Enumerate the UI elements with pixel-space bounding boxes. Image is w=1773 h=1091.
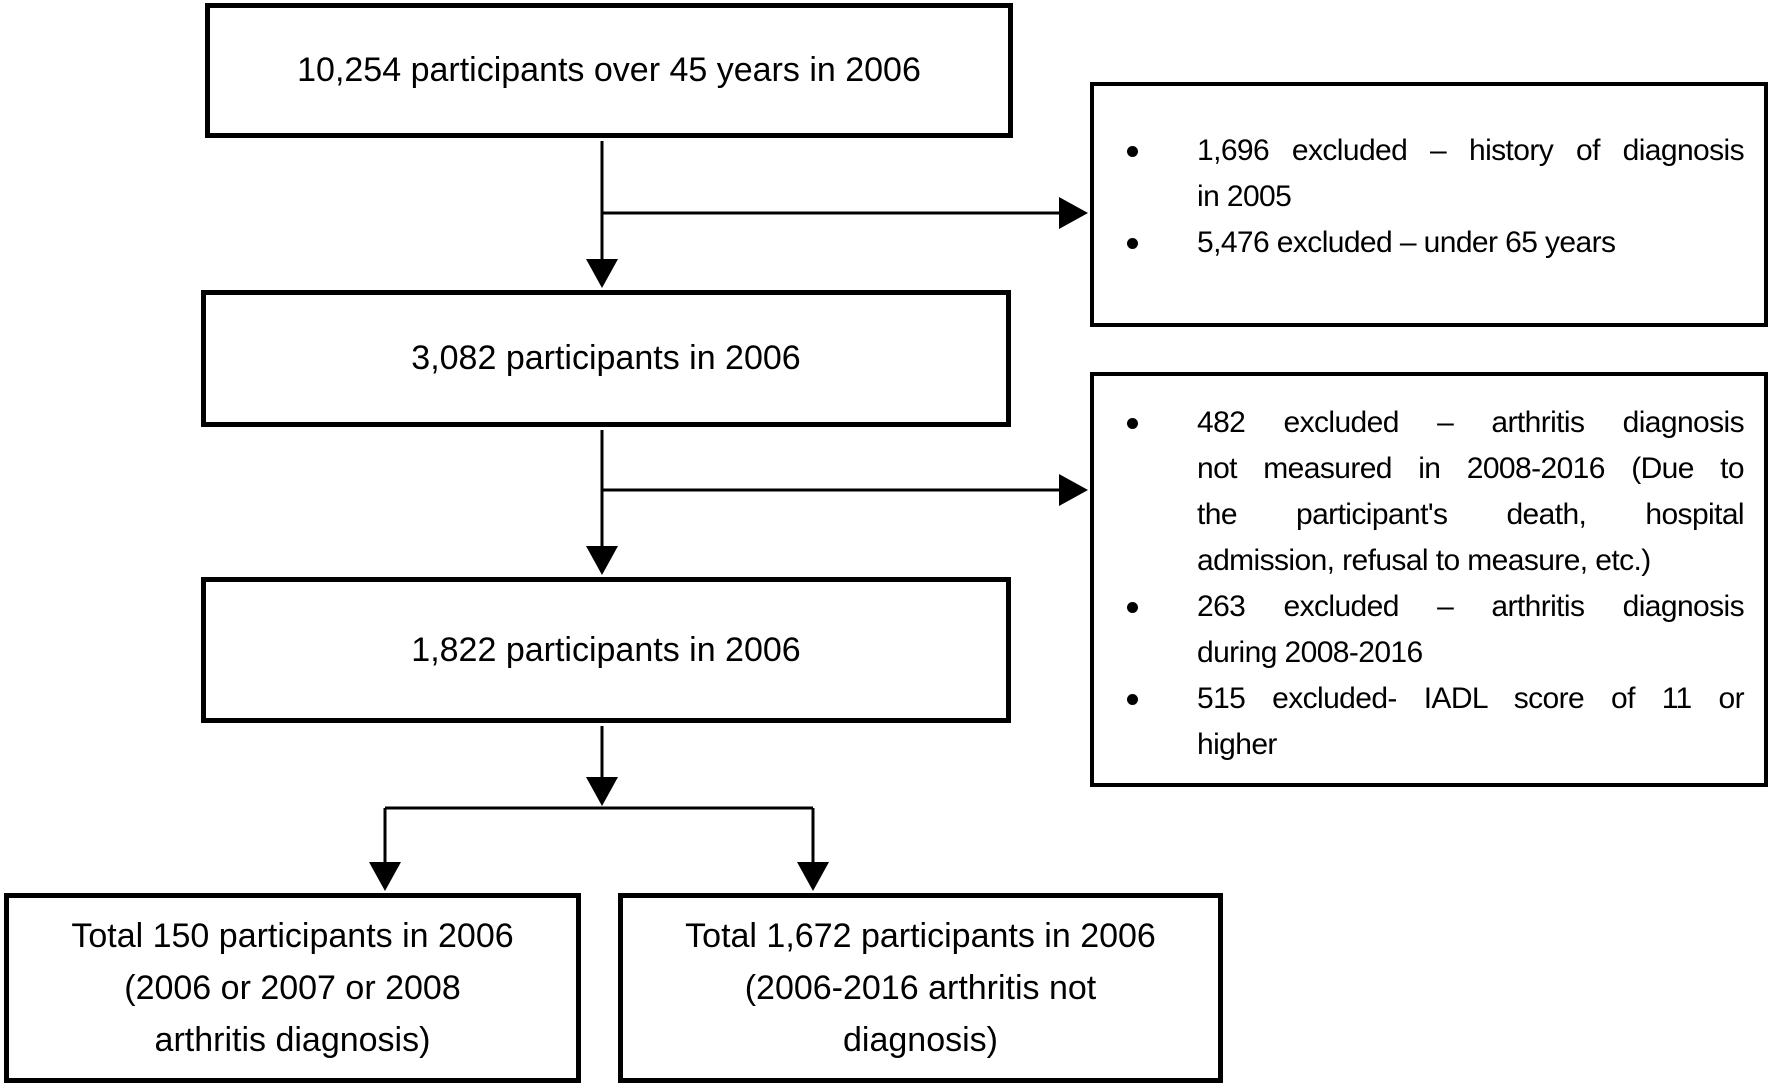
flow-box-text-line: (2006 or 2007 or 2008: [124, 969, 461, 1007]
exclusion-line: 515 excluded- IADL score of 11 or: [1197, 682, 1745, 715]
bullet-icon: [1094, 676, 1197, 705]
exclusion-line: the participant's death, hospital: [1197, 498, 1745, 531]
arrow-branch-to-exclusion-2: [602, 474, 1088, 506]
exclusion-line: 5,476 excluded – under 65 years: [1197, 226, 1616, 259]
exclusion-item: 482 excluded – arthritis diagnosis not me…: [1094, 400, 1745, 584]
flow-box-text-line: diagnosis): [843, 1021, 998, 1059]
flow-box-text: 3,082 participants in 2006: [411, 339, 801, 377]
exclusion-line: 263 excluded – arthritis diagnosis: [1197, 590, 1745, 623]
exclusion-item: 515 excluded- IADL score of 11 or higher: [1094, 676, 1745, 768]
arrowhead-down-icon: [586, 777, 618, 806]
flow-box-no-arthritis-group: Total 1,672 participants in 2006 (2006-20…: [618, 893, 1223, 1083]
arrowhead-down-icon: [797, 862, 829, 891]
exclusion-line: 1,696 excluded – history of diagnosis: [1197, 134, 1745, 167]
bullet-icon: [1094, 220, 1197, 249]
flow-box-text: 10,254 participants over 45 years in 200…: [297, 51, 921, 89]
exclusion-item: 1,696 excluded – history of diagnosis in …: [1094, 128, 1745, 220]
exclusion-item-text: 263 excluded – arthritis diagnosis during…: [1197, 584, 1745, 676]
exclusion-box-first: 1,696 excluded – history of diagnosis in …: [1090, 82, 1768, 327]
arrowhead-down-icon: [586, 259, 618, 288]
flow-box-text-line: (2006-2016 arthritis not: [744, 969, 1097, 1007]
arrow-branch-to-exclusion-1: [602, 197, 1088, 229]
bullet-icon: [1094, 400, 1197, 429]
exclusion-item: 263 excluded – arthritis diagnosis during…: [1094, 584, 1745, 676]
exclusion-item-text: 1,696 excluded – history of diagnosis in …: [1197, 128, 1745, 220]
arrow-second-to-third: [586, 430, 618, 575]
flow-box-after-second-exclusion: 1,822 participants in 2006: [201, 577, 1011, 723]
arrowhead-right-icon: [1059, 474, 1088, 506]
exclusion-line: during 2008-2016: [1197, 636, 1423, 669]
exclusion-item: 5,476 excluded – under 65 years: [1094, 220, 1744, 266]
arrow-top-to-second: [586, 141, 618, 288]
flow-box-text-line: Total 1,672 participants in 2006: [685, 917, 1156, 955]
flow-box-after-first-exclusion: 3,082 participants in 2006: [201, 290, 1011, 427]
arrowhead-down-icon: [586, 546, 618, 575]
flow-box-arthritis-group: Total 150 participants in 2006 (2006 or 2…: [4, 893, 581, 1083]
exclusion-line: in 2005: [1197, 180, 1292, 213]
flow-box-text: 1,822 participants in 2006: [411, 630, 801, 669]
exclusion-line: higher: [1197, 728, 1277, 761]
flow-box-initial-cohort: 10,254 participants over 45 years in 200…: [205, 3, 1013, 138]
arrow-third-to-split: [586, 726, 618, 806]
exclusion-item-text: 5,476 excluded – under 65 years: [1197, 220, 1744, 266]
exclusion-item-text: 515 excluded- IADL score of 11 or higher: [1197, 676, 1745, 768]
bullet-icon: [1094, 584, 1197, 613]
exclusion-item-text: 482 excluded – arthritis diagnosis not me…: [1197, 400, 1745, 584]
arrowhead-right-icon: [1059, 197, 1088, 229]
arrowhead-down-icon: [369, 862, 401, 891]
exclusion-line: admission, refusal to measure, etc.): [1197, 544, 1651, 577]
flow-box-text-line: Total 150 participants in 2006: [71, 917, 514, 955]
flow-box-text-line: arthritis diagnosis): [154, 1021, 431, 1059]
exclusion-list: 482 excluded – arthritis diagnosis not me…: [1094, 376, 1764, 768]
exclusion-list: 1,696 excluded – history of diagnosis in …: [1094, 86, 1764, 266]
exclusion-line: 482 excluded – arthritis diagnosis: [1197, 406, 1745, 439]
split-connector: [369, 806, 829, 891]
bullet-icon: [1094, 128, 1197, 157]
exclusion-line: not measured in 2008-2016 (Due to: [1197, 452, 1745, 485]
exclusion-box-second: 482 excluded – arthritis diagnosis not me…: [1090, 372, 1768, 787]
